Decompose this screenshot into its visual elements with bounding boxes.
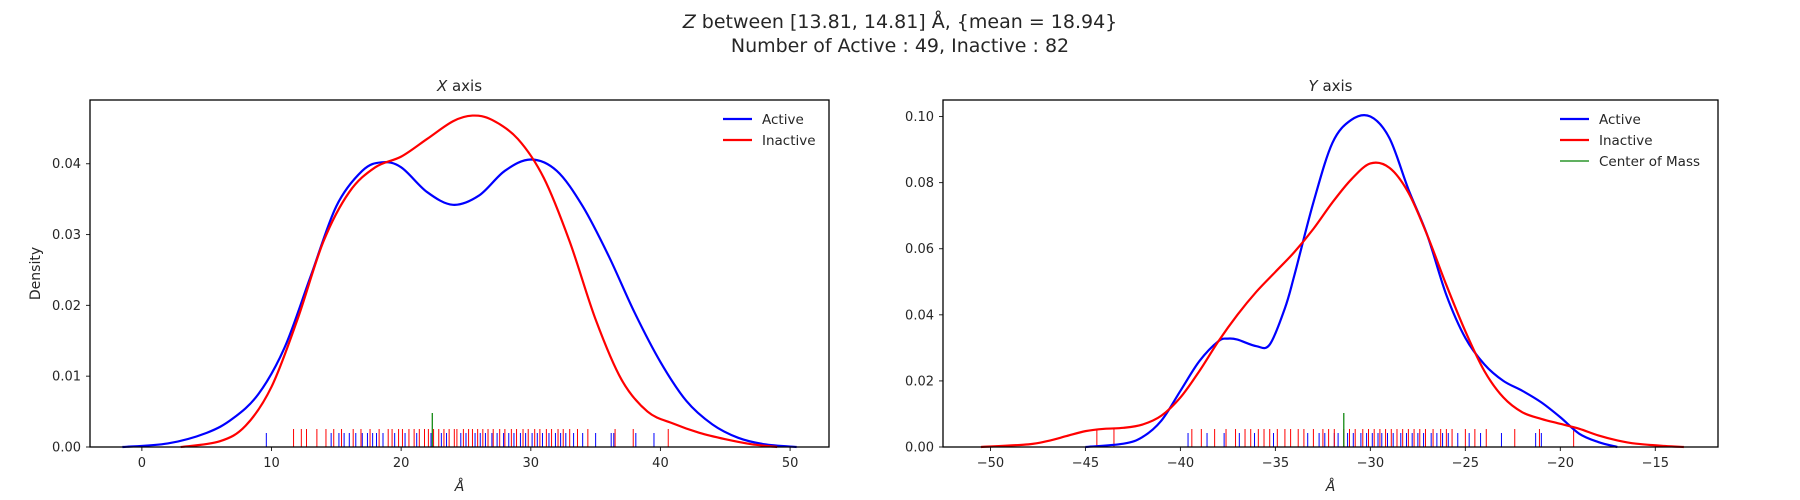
figure-title-line1: Z between [13.81, 14.81] Å, {mean = 18.9…	[0, 10, 1800, 34]
x-axis-panel: X axis 0 10 20 30 40 50 0.00 0.01 0.02 0.03 0.04 Å De…	[28, 77, 830, 495]
panel-title-text: axis	[1318, 77, 1353, 95]
y-tick-label: 0.00	[52, 441, 81, 456]
y-tick-label: 0.02	[905, 374, 934, 389]
x-tick-label: −45	[1072, 456, 1099, 471]
figure-title: Z between [13.81, 14.81] Å, {mean = 18.9…	[0, 10, 1800, 58]
y-tick-label: 0.03	[52, 228, 81, 243]
legend-label: Active	[1599, 112, 1641, 128]
x-tick-label: 50	[782, 456, 799, 471]
panel-title-variable: X	[436, 77, 448, 95]
x-tick-label: −15	[1642, 456, 1669, 471]
panel-title: Y axis	[1309, 77, 1353, 95]
panel-title-variable: Y	[1309, 77, 1320, 95]
figure-title-line2: Number of Active : 49, Inactive : 82	[730, 35, 1070, 57]
panel-title-text: axis	[447, 77, 482, 95]
y-tick-label: 0.01	[52, 370, 81, 385]
legend-label: Active	[762, 112, 804, 128]
x-tick-label: −35	[1262, 456, 1289, 471]
y-tick-label: 0.04	[905, 308, 934, 323]
legend-label: Inactive	[762, 133, 816, 149]
x-tick-label: 20	[393, 456, 410, 471]
density-line-inactive	[980, 161, 1684, 449]
density-line-active	[122, 158, 797, 449]
x-tick-label: 40	[652, 456, 669, 471]
legend-label: Inactive	[1599, 133, 1653, 149]
panel-title: X axis	[436, 77, 482, 95]
x-tick-label: −40	[1167, 456, 1194, 471]
x-tick-label: 30	[523, 456, 540, 471]
plot-frame	[942, 99, 1719, 448]
x-tick-label: −20	[1547, 456, 1574, 471]
legend-label: Center of Mass	[1599, 154, 1700, 170]
y-tick-label: 0.10	[905, 110, 934, 125]
y-tick-label: 0.04	[52, 157, 81, 172]
x-tick-label: −30	[1357, 456, 1384, 471]
y-axis-panel: Y axis −50 −45 −40 −35 −30 −25 −20 −15 0.00 0.02 0.…	[905, 77, 1719, 495]
x-tick-label: −50	[977, 456, 1004, 471]
plot-frame	[89, 99, 830, 448]
y-tick-label: 0.02	[52, 299, 81, 314]
y-axis-label: Density	[28, 247, 44, 300]
x-tick-label: −25	[1452, 456, 1479, 471]
x-tick-label: 10	[263, 456, 280, 471]
x-tick-label: 0	[138, 456, 146, 471]
density-line-active	[1085, 113, 1618, 449]
title-range: between [13.81, 14.81] Å, {mean = 18.94}	[695, 11, 1118, 33]
density-line-inactive	[180, 114, 778, 449]
y-tick-label: 0.06	[905, 242, 934, 257]
y-tick-label: 0.08	[905, 176, 934, 191]
x-axis-label: Å	[454, 478, 465, 495]
x-axis-label: Å	[1325, 478, 1336, 495]
title-variable: Z	[682, 11, 696, 33]
y-tick-label: 0.00	[905, 441, 934, 456]
